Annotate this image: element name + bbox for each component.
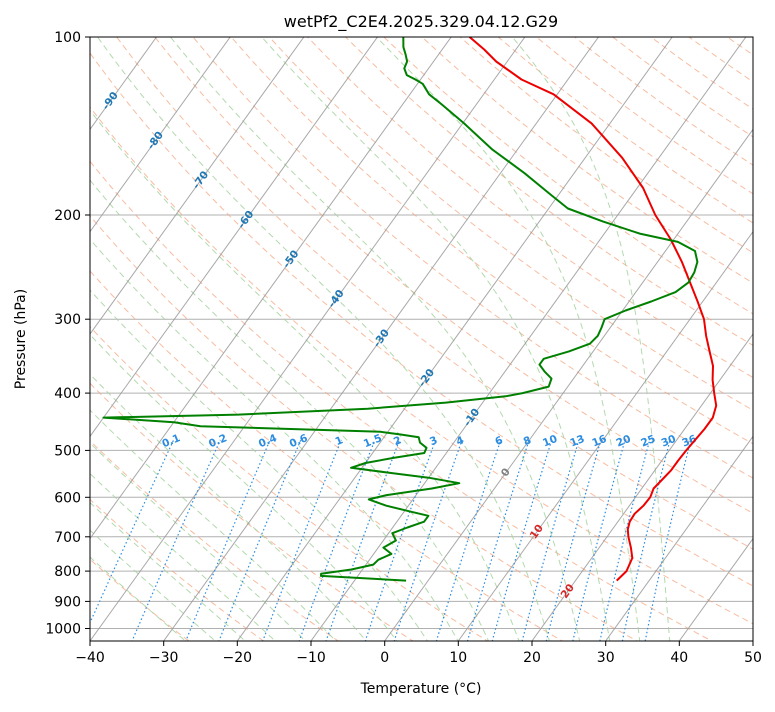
x-tick-label: 0: [380, 650, 389, 666]
x-tick-label: −30: [149, 650, 179, 666]
x-tick-label: 20: [523, 650, 541, 666]
y-tick-label: 300: [54, 312, 81, 328]
x-tick-label: −20: [223, 650, 253, 666]
y-tick-label: 700: [54, 530, 81, 546]
y-tick-label: 900: [54, 594, 81, 610]
y-tick-label: 100: [54, 30, 81, 46]
y-tick-label: 800: [54, 564, 81, 580]
y-tick-label: 500: [54, 443, 81, 459]
chart-title: wetPf2_C2E4.2025.329.04.12.G29: [284, 12, 558, 32]
y-axis-label: Pressure (hPa): [13, 289, 29, 389]
y-tick-label: 1000: [45, 622, 81, 638]
y-tick-label: 200: [54, 208, 81, 224]
x-tick-label: 40: [670, 650, 688, 666]
x-tick-label: 50: [744, 650, 762, 666]
x-tick-label: −40: [75, 650, 105, 666]
x-tick-label: 10: [449, 650, 467, 666]
y-tick-label: 600: [54, 490, 81, 506]
y-tick-label: 400: [54, 386, 81, 402]
x-tick-label: 30: [597, 650, 615, 666]
x-tick-label: −10: [296, 650, 326, 666]
x-axis-label: Temperature (°C): [360, 681, 482, 697]
